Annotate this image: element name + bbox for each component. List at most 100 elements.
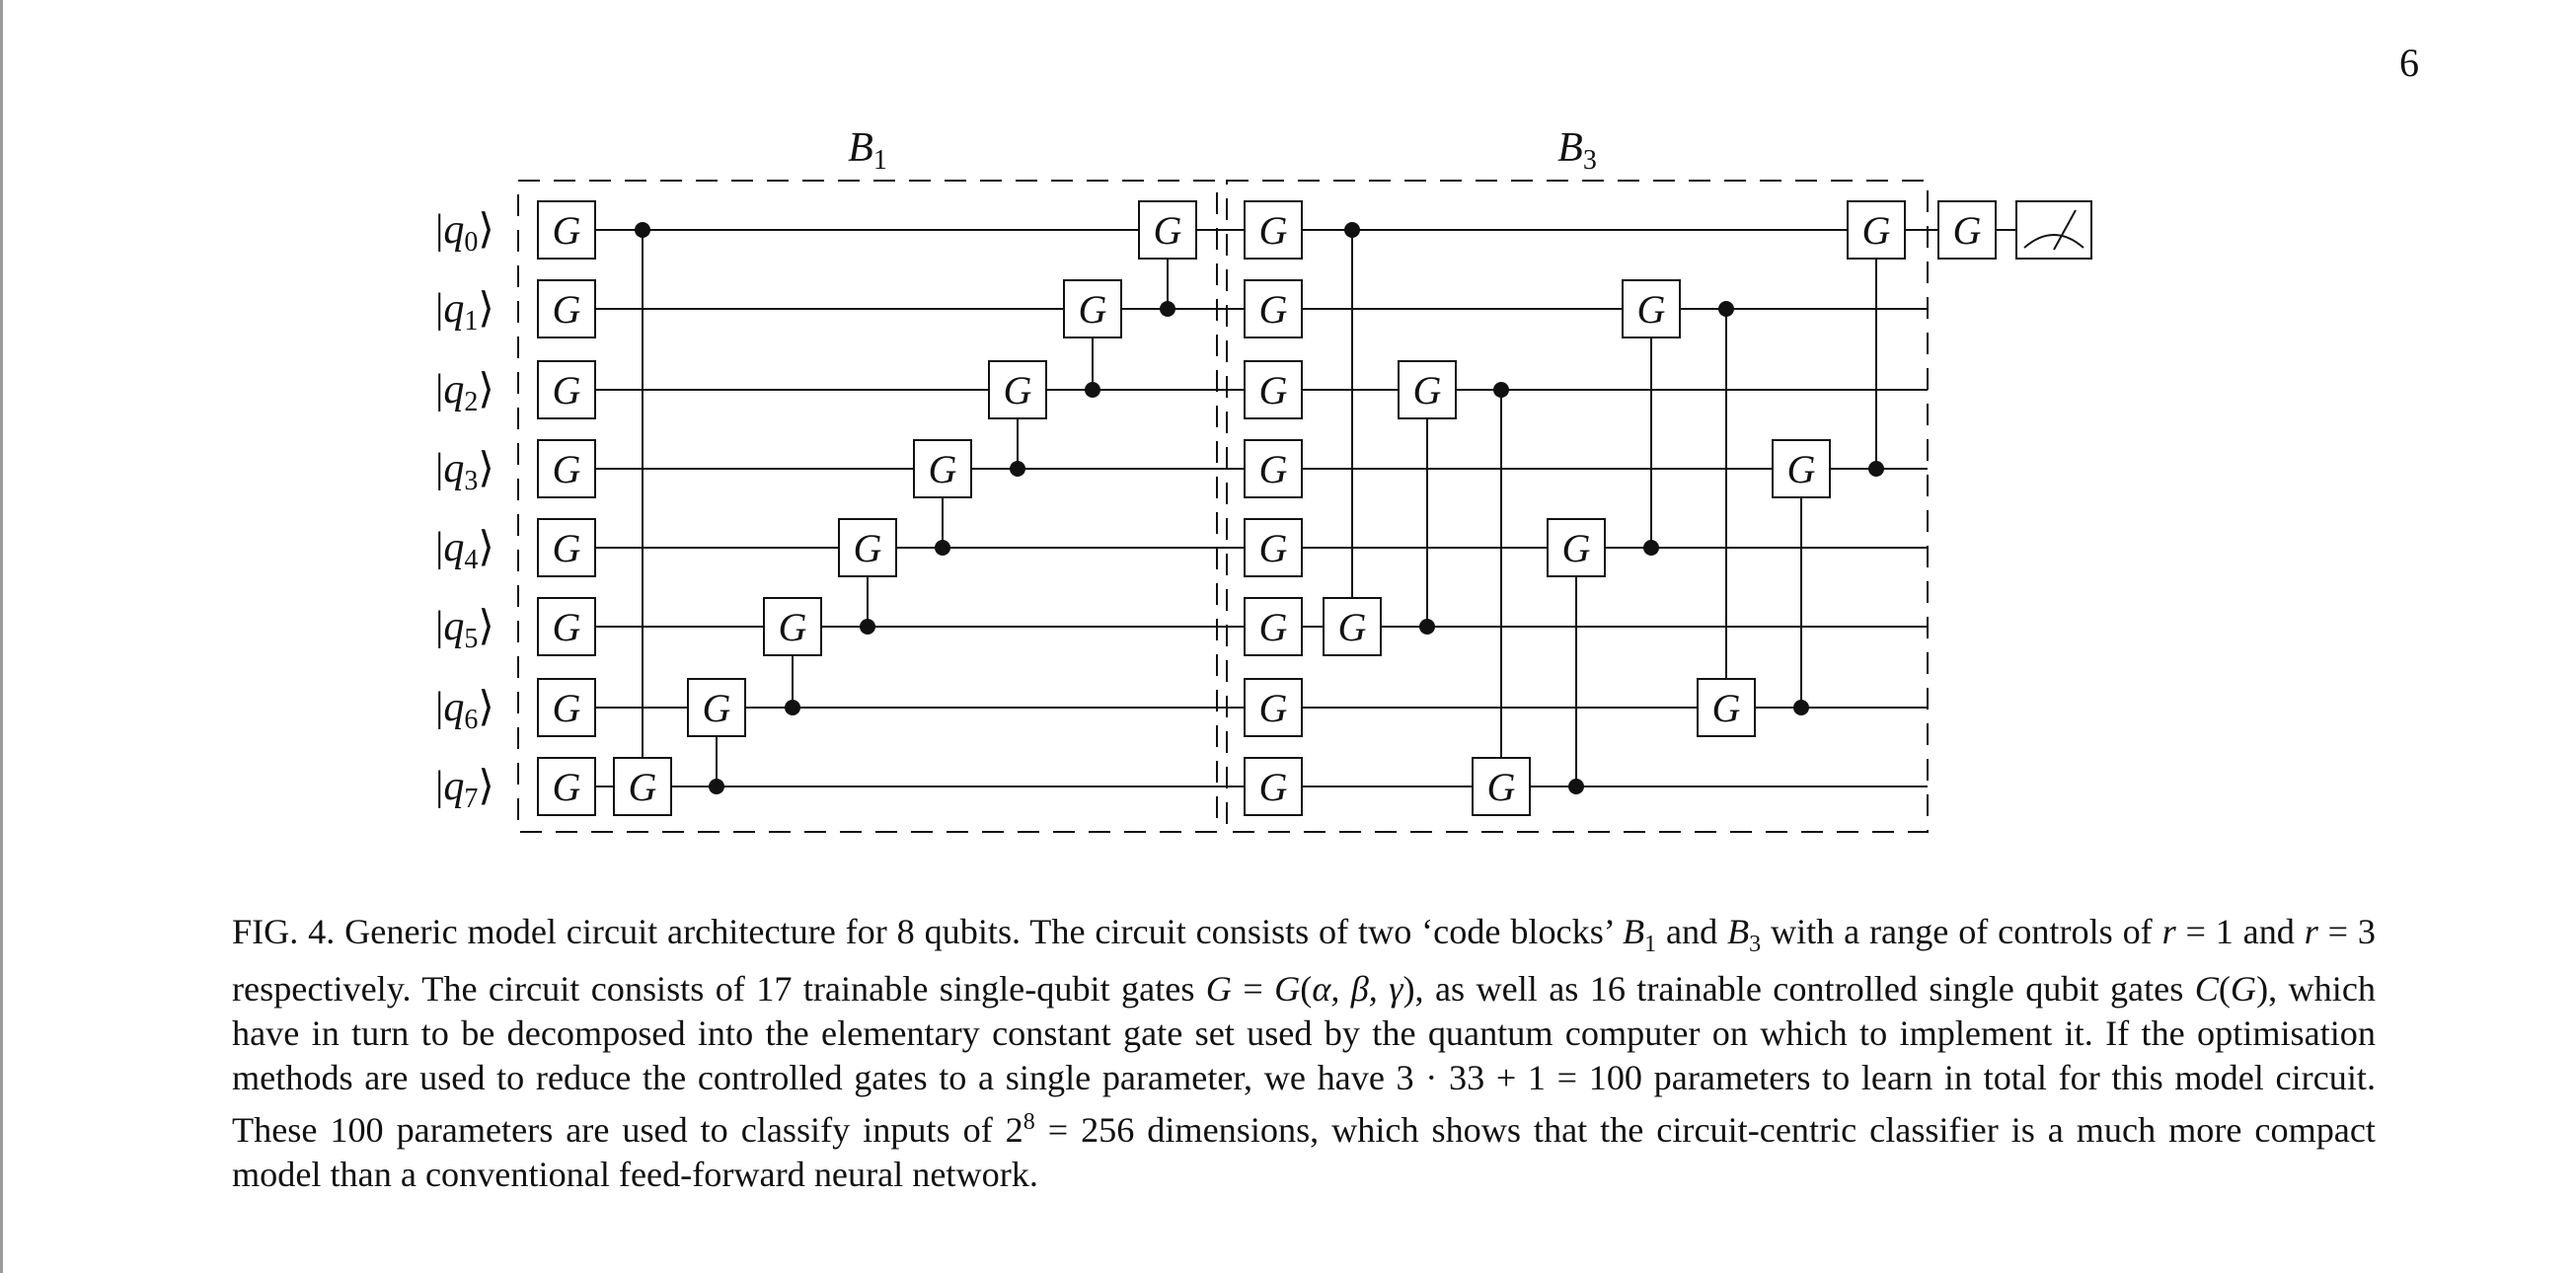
- b1-single-gate-q2-label: G: [553, 368, 581, 412]
- caption-text-4: = 1 and: [2175, 912, 2305, 951]
- page-number: 6: [2399, 40, 2419, 85]
- b3-cgate-6-target-gate-label: G: [1787, 447, 1816, 491]
- caption-text-6: =: [1231, 969, 1275, 1010]
- qubit-label-4: |q4⟩: [435, 525, 494, 575]
- b1-single-gate-q1-box: [537, 279, 596, 338]
- caption-sup-8: 8: [1023, 1109, 1035, 1136]
- b1-cgate-4-control-dot: [935, 540, 950, 556]
- caption-text-1: Generic model circuit architecture for 8…: [335, 912, 1623, 951]
- caption-text-10: ), which have in turn to be decomposed i…: [232, 969, 2376, 1151]
- caption-fig-label: FIG. 4.: [232, 912, 336, 951]
- b3-cgate-2-target-gate-label: G: [1487, 765, 1516, 809]
- b3-single-gate-q5-label: G: [1259, 605, 1288, 649]
- b3-single-gate-q7-box: [1244, 757, 1303, 816]
- b3-cgate-4-target-gate-label: G: [1637, 287, 1666, 332]
- final-gate-label: G: [1953, 208, 1982, 253]
- b1-single-gate-q7-label: G: [553, 765, 581, 809]
- b1-cgate-2-target-gate-box: [763, 597, 822, 656]
- b3-single-gate-q1-label: G: [1259, 287, 1288, 332]
- b3-single-gate-q0-label: G: [1259, 208, 1288, 253]
- b3-cgate-0-target-gate-box: [1323, 597, 1382, 656]
- b1-cgate-5-target-gate-label: G: [1004, 368, 1032, 412]
- b1-cgate-1-target-gate-label: G: [703, 686, 731, 730]
- b3-single-gate-q3-label: G: [1259, 447, 1288, 491]
- b1-cgate-5-target-gate-box: [988, 360, 1047, 419]
- b3-single-gate-q6-label: G: [1259, 686, 1288, 730]
- b3-cgate-1-target-gate-label: G: [1413, 368, 1442, 412]
- b1-cgate-7-target-gate-label: G: [1154, 208, 1182, 253]
- caption-r-var-2: r: [2304, 912, 2318, 951]
- b1-cgate-0-control-dot: [635, 222, 650, 238]
- b1-cgate-1-target-gate-box: [687, 678, 746, 737]
- b1-single-gate-q6-box: [537, 678, 596, 737]
- block-label-b3: B3: [1557, 125, 1597, 176]
- caption-c-var: C: [2194, 969, 2219, 1010]
- b3-cgate-2-target-gate-box: [1472, 757, 1531, 816]
- b3-cgate-5-target-gate-label: G: [1712, 686, 1741, 730]
- b3-cgate-7-control-dot: [1868, 461, 1884, 477]
- b1-cgate-7-target-gate-box: [1138, 200, 1197, 260]
- qubit-label-0: |q0⟩: [435, 207, 494, 258]
- b3-cgate-6-control-dot: [1793, 700, 1809, 715]
- caption-g-var-2: G: [2230, 969, 2257, 1010]
- b3-single-gate-q4-label: G: [1259, 526, 1288, 570]
- caption-text-5: = 3 respectively. The circuit consists o…: [232, 912, 2376, 1010]
- b1-cgate-3-control-dot: [860, 619, 875, 635]
- b3-cgate-0-target-gate-label: G: [1338, 605, 1367, 649]
- b3-cgate-3-target-gate-box: [1547, 518, 1606, 577]
- b1-single-gate-q6-label: G: [553, 686, 581, 730]
- b1-cgate-2-target-gate-label: G: [779, 605, 807, 649]
- b3-single-gate-q3-box: [1244, 439, 1303, 498]
- b1-cgate-4-target-gate-box: [913, 439, 972, 498]
- measurement-arc: [2023, 234, 2084, 249]
- qubit-label-7: |q7⟩: [435, 764, 494, 814]
- figure-caption: FIG. 4. Generic model circuit architectu…: [232, 910, 2376, 1197]
- block-label-b1: B1: [848, 125, 887, 176]
- b1-single-gate-q5-box: [537, 597, 596, 656]
- b3-single-gate-q0-box: [1244, 200, 1303, 260]
- caption-text-2: and: [1656, 912, 1728, 951]
- circuit-diagram: |q0⟩|q1⟩|q2⟩|q3⟩|q4⟩|q5⟩|q6⟩|q7⟩B1 B3G GG G…: [435, 125, 2092, 833]
- b3-cgate-6-target-gate-box: [1772, 439, 1831, 498]
- b3-single-gate-q1-box: [1244, 279, 1303, 338]
- b1-cgate-6-target-gate-label: G: [1079, 287, 1107, 332]
- b1-cgate-6-target-gate-box: [1063, 279, 1122, 338]
- final-gate-box: [1937, 200, 1997, 260]
- caption-params: α, β, γ: [1312, 969, 1403, 1010]
- b1-cgate-7-control-dot: [1160, 301, 1175, 317]
- b1-cgate-1-control-dot: [709, 779, 724, 794]
- b3-cgate-4-target-gate-box: [1622, 279, 1681, 338]
- b3-single-gate-q5-box: [1244, 597, 1303, 656]
- qubit-label-2: |q2⟩: [435, 367, 494, 417]
- caption-text-11: = 256 dimensions, which shows that the c…: [232, 1110, 2376, 1195]
- caption-text-9: (: [2218, 969, 2231, 1010]
- b1-cgate-2-control-dot: [785, 700, 800, 715]
- b1-single-gate-q2-box: [537, 360, 596, 419]
- qubit-label-5: |q5⟩: [435, 604, 494, 654]
- b1-cgate-6-control-dot: [1085, 382, 1100, 398]
- caption-r-var-1: r: [2161, 912, 2176, 951]
- qubit-label-3: |q3⟩: [435, 446, 494, 496]
- b3-cgate-5-control-dot: [1718, 301, 1734, 317]
- b1-single-gate-q3-label: G: [553, 447, 581, 491]
- caption-g-var: G: [1205, 969, 1232, 1010]
- qubit-label-6: |q6⟩: [435, 685, 494, 735]
- b1-cgate-3-target-gate-box: [838, 518, 897, 577]
- b3-single-gate-q2-box: [1244, 360, 1303, 419]
- caption-text-3: with a range of controls of: [1761, 912, 2162, 951]
- b3-cgate-3-target-gate-label: G: [1562, 526, 1591, 570]
- b1-single-gate-q3-box: [537, 439, 596, 498]
- b1-single-gate-q4-label: G: [553, 526, 581, 570]
- b3-single-gate-q4-box: [1244, 518, 1303, 577]
- b3-single-gate-q7-label: G: [1259, 765, 1288, 809]
- caption-block-b1: B1: [1623, 912, 1657, 958]
- qubit-label-1: |q1⟩: [435, 286, 494, 337]
- b3-cgate-7-target-gate-label: G: [1862, 208, 1891, 253]
- b3-cgate-7-target-gate-box: [1847, 200, 1906, 260]
- caption-text-7: (: [1300, 969, 1313, 1010]
- b1-single-gate-q1-label: G: [553, 287, 581, 332]
- b1-single-gate-q5-label: G: [553, 605, 581, 649]
- b3-cgate-2-control-dot: [1493, 382, 1509, 398]
- b1-cgate-0-target-gate-label: G: [629, 765, 657, 809]
